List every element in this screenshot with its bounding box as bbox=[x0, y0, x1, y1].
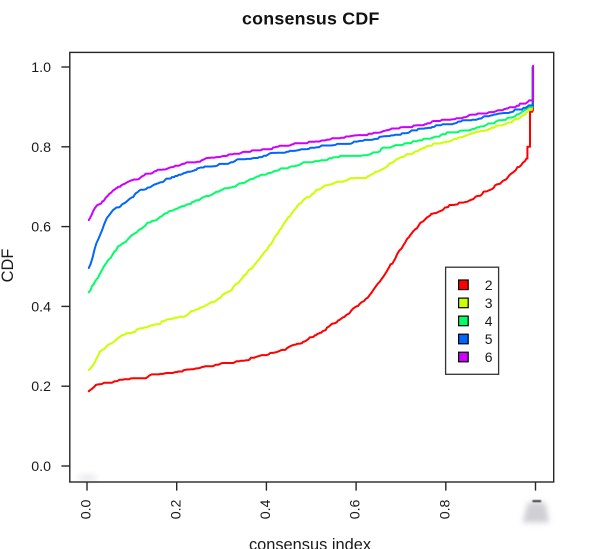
svg-text:0.8: 0.8 bbox=[437, 499, 453, 519]
svg-text:0.8: 0.8 bbox=[31, 140, 51, 156]
svg-text:4: 4 bbox=[485, 313, 493, 329]
svg-text:0.2: 0.2 bbox=[168, 499, 184, 519]
svg-text:3: 3 bbox=[485, 295, 493, 311]
svg-text:0.4: 0.4 bbox=[258, 499, 274, 519]
svg-text:0.6: 0.6 bbox=[348, 499, 364, 519]
svg-text:6: 6 bbox=[485, 349, 493, 365]
svg-text:0.0: 0.0 bbox=[31, 459, 51, 475]
svg-text:consensus index: consensus index bbox=[249, 536, 372, 549]
svg-text:0.6: 0.6 bbox=[31, 220, 51, 236]
svg-text:2: 2 bbox=[485, 277, 493, 293]
svg-text:0.0: 0.0 bbox=[79, 499, 95, 519]
svg-text:0.4: 0.4 bbox=[31, 299, 51, 315]
svg-text:0.2: 0.2 bbox=[31, 379, 51, 395]
svg-text:5: 5 bbox=[485, 331, 493, 347]
svg-text:CDF: CDF bbox=[0, 249, 17, 283]
svg-text:consensus CDF: consensus CDF bbox=[242, 9, 380, 29]
svg-text:1.0: 1.0 bbox=[31, 60, 51, 76]
